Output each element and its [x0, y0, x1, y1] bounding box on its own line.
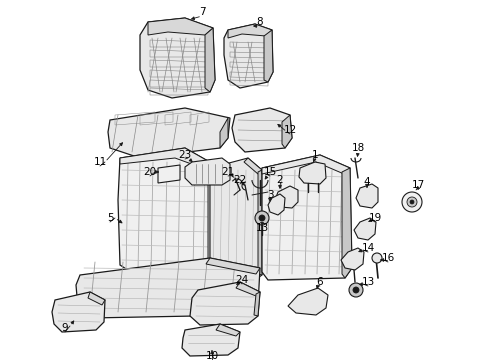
Polygon shape [253, 292, 260, 316]
Polygon shape [355, 184, 377, 208]
Polygon shape [52, 292, 105, 332]
Polygon shape [340, 248, 363, 270]
Polygon shape [244, 158, 262, 174]
Text: 10: 10 [205, 351, 218, 360]
Polygon shape [140, 18, 215, 98]
Polygon shape [258, 170, 262, 275]
Polygon shape [236, 282, 260, 296]
Polygon shape [298, 162, 325, 184]
Polygon shape [274, 186, 297, 208]
Text: 22: 22 [233, 175, 246, 185]
Text: 16: 16 [381, 253, 394, 263]
Polygon shape [224, 24, 272, 88]
Polygon shape [182, 324, 240, 356]
Text: 18: 18 [351, 143, 364, 153]
Circle shape [406, 197, 416, 207]
Circle shape [371, 253, 381, 263]
Text: 5: 5 [106, 213, 113, 223]
Polygon shape [267, 194, 285, 215]
Text: 21: 21 [221, 167, 234, 177]
Text: 4: 4 [363, 177, 369, 187]
Text: 2: 2 [276, 175, 283, 185]
Polygon shape [264, 30, 272, 82]
Circle shape [348, 283, 362, 297]
Polygon shape [231, 108, 291, 152]
Polygon shape [76, 258, 260, 318]
Polygon shape [120, 148, 215, 170]
Circle shape [352, 287, 358, 293]
Polygon shape [118, 148, 215, 278]
Polygon shape [287, 288, 327, 315]
Text: 19: 19 [367, 213, 381, 223]
Circle shape [259, 215, 264, 221]
Text: 8: 8 [256, 17, 263, 27]
Polygon shape [262, 155, 349, 174]
Polygon shape [190, 282, 260, 325]
Polygon shape [353, 218, 375, 240]
Circle shape [401, 192, 421, 212]
Text: 9: 9 [61, 323, 68, 333]
Polygon shape [207, 165, 215, 275]
Text: 6: 6 [316, 277, 323, 287]
Polygon shape [108, 108, 229, 158]
Text: 3: 3 [266, 190, 273, 200]
Polygon shape [216, 324, 240, 336]
Polygon shape [158, 165, 180, 183]
Text: 12: 12 [283, 125, 296, 135]
Text: 17: 17 [410, 180, 424, 190]
Polygon shape [184, 158, 229, 185]
Text: 23: 23 [178, 150, 191, 160]
Polygon shape [148, 18, 213, 35]
Polygon shape [245, 302, 258, 315]
Polygon shape [227, 24, 271, 38]
Text: 14: 14 [361, 243, 374, 253]
Polygon shape [282, 115, 291, 148]
Circle shape [254, 211, 268, 225]
Text: 7: 7 [198, 7, 205, 17]
Circle shape [409, 200, 413, 204]
Text: 15: 15 [263, 167, 276, 177]
Polygon shape [209, 158, 262, 280]
Text: 13: 13 [361, 277, 374, 287]
Polygon shape [262, 155, 351, 280]
Text: 11: 11 [93, 157, 106, 167]
Polygon shape [341, 168, 351, 278]
Text: 1: 1 [311, 150, 318, 160]
Text: 20: 20 [143, 167, 156, 177]
Text: 24: 24 [235, 275, 248, 285]
Polygon shape [220, 118, 227, 148]
Text: 13: 13 [255, 223, 268, 233]
Polygon shape [88, 292, 105, 305]
Polygon shape [204, 28, 215, 92]
Polygon shape [205, 258, 260, 274]
